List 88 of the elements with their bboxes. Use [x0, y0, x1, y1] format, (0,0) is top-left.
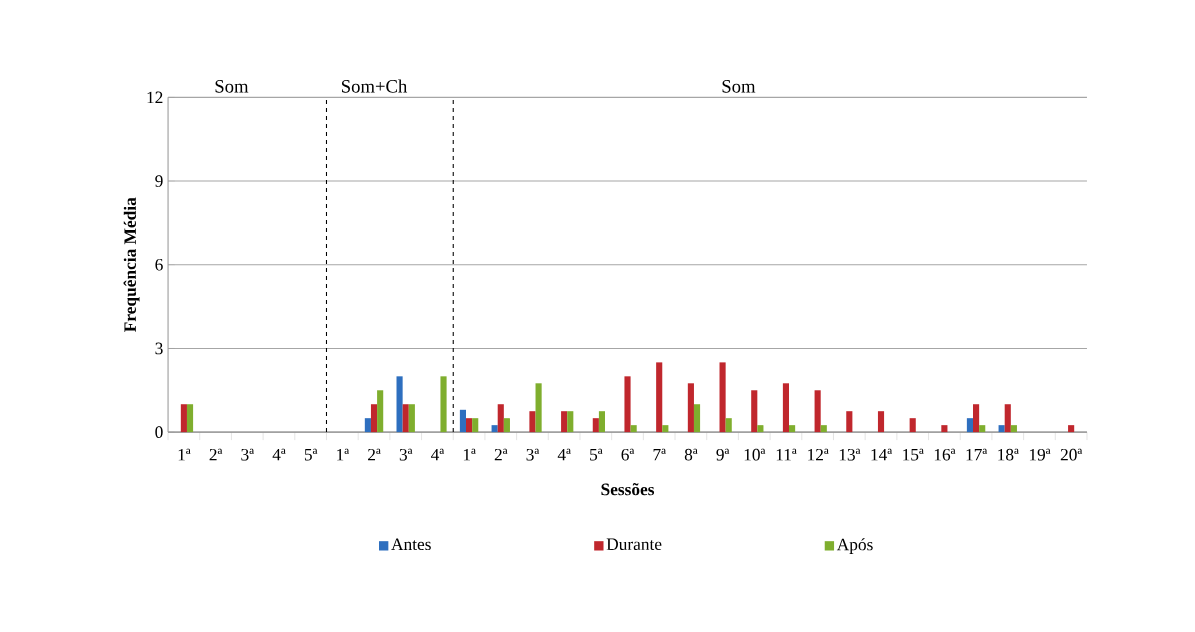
bar: [656, 362, 663, 433]
y-tick-label: 12: [147, 91, 163, 104]
bar: [592, 418, 599, 433]
bar: [751, 390, 758, 433]
bar: [624, 376, 631, 433]
bar: [497, 404, 504, 433]
bar: [408, 404, 415, 433]
bar: [186, 404, 194, 433]
bar: [966, 418, 973, 433]
x-tick-label: 18ª: [998, 448, 1019, 461]
bar: [529, 411, 536, 433]
x-tick-label: 10ª: [744, 448, 766, 461]
x-tick-label: 20ª: [1060, 448, 1083, 461]
x-tick-label: 14ª: [871, 448, 893, 461]
bar: [941, 425, 948, 433]
y-tick-label: 0: [155, 426, 163, 438]
bar: [466, 418, 473, 433]
text: Som: [722, 80, 756, 93]
bar: [472, 418, 479, 433]
x-tick-label: 15ª: [903, 448, 924, 461]
x-axis-title: Sessões: [601, 482, 655, 496]
bar: [909, 418, 916, 433]
bar: [662, 425, 669, 433]
bar: [377, 390, 384, 433]
x-tick-label: 7ª: [653, 448, 666, 461]
bar: [535, 383, 542, 433]
bar: [687, 383, 694, 433]
x-tick-label: 12ª: [808, 448, 829, 461]
x-tick-label: 3ª: [399, 448, 413, 461]
legend-label: Antes: [391, 538, 431, 550]
x-tick-label: 13ª: [839, 448, 861, 461]
y-axis-title: Frequência Média: [123, 197, 140, 332]
legend-label: Após: [836, 538, 873, 554]
x-tick-label: 2ª: [368, 448, 381, 461]
bar: [693, 404, 701, 433]
x-tick-label: 5ª: [590, 448, 603, 461]
bar: [440, 376, 447, 433]
bar: [396, 376, 403, 433]
bar: [814, 390, 821, 433]
bar: [459, 409, 467, 433]
x-tick-label: 17ª: [966, 448, 988, 461]
y-tick-label: 6: [155, 258, 163, 271]
bar: [491, 425, 498, 433]
x-tick-label: 3ª: [526, 448, 540, 461]
x-tick-label: 5ª: [304, 448, 318, 461]
bar: [1010, 425, 1017, 433]
y-tick-label: 9: [155, 175, 163, 187]
y-tick-label: 3: [155, 342, 163, 355]
bar: [1068, 425, 1075, 433]
bar: [370, 404, 378, 433]
x-tick-label: 3ª: [241, 448, 254, 461]
bar: [998, 425, 1005, 433]
bar: [719, 362, 726, 433]
x-tick-label: 4ª: [272, 448, 286, 461]
x-tick-label: 8ª: [684, 448, 698, 461]
text: Som+Ch: [341, 79, 408, 93]
x-tick-label: 2ª: [494, 448, 508, 461]
bar: [630, 425, 637, 433]
bar: [789, 425, 796, 433]
text: Som: [215, 80, 249, 93]
bar: [561, 411, 568, 433]
bar: [364, 418, 371, 433]
x-tick-label: 9ª: [716, 448, 730, 461]
x-tick-label: 1ª: [178, 448, 191, 461]
x-tick-label: 2ª: [209, 448, 223, 461]
bar: [725, 418, 732, 433]
bar: [782, 383, 790, 433]
bar: [1004, 404, 1011, 433]
x-tick-label: 16ª: [934, 448, 956, 461]
bar: [180, 404, 187, 433]
legend-label: Durante: [606, 538, 662, 550]
bar: [820, 425, 827, 433]
x-tick-label: 19ª: [1029, 448, 1051, 461]
x-tick-label: 1ª: [463, 448, 476, 461]
bar: [567, 411, 574, 433]
bar: [846, 411, 853, 433]
bar: [979, 425, 986, 433]
bar: [757, 425, 764, 433]
bar: [877, 411, 885, 433]
bar: [503, 418, 510, 433]
bar: [598, 411, 606, 433]
x-tick-label: 11ª: [776, 448, 797, 461]
x-tick-label: 4ª: [557, 448, 571, 461]
bar: [402, 404, 409, 433]
x-tick-label: 4ª: [431, 448, 445, 461]
x-tick-label: 1ª: [337, 448, 350, 461]
x-tick-label: 6ª: [621, 448, 635, 461]
bar: [973, 404, 980, 433]
